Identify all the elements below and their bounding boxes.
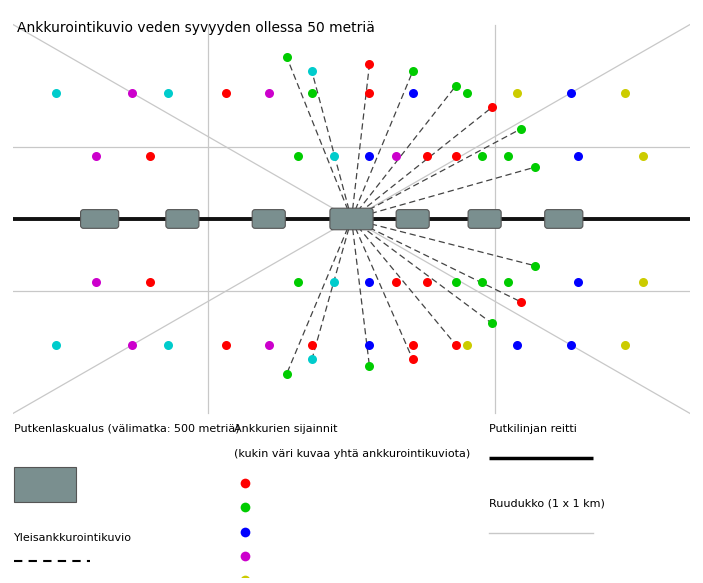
FancyBboxPatch shape xyxy=(166,210,199,229)
Text: Putkilinjan reitti: Putkilinjan reitti xyxy=(489,424,577,434)
Text: Yleisankkurointikuvio: Yleisankkurointikuvio xyxy=(14,533,132,543)
FancyBboxPatch shape xyxy=(545,210,583,229)
FancyBboxPatch shape xyxy=(252,210,285,229)
Text: Ankkurointikuvio veden syvyyden ollessa 50 metriä: Ankkurointikuvio veden syvyyden ollessa … xyxy=(17,21,375,35)
FancyBboxPatch shape xyxy=(330,208,373,230)
Text: Putkenlaskualus (välimatka: 500 metriä): Putkenlaskualus (välimatka: 500 metriä) xyxy=(14,424,240,434)
FancyBboxPatch shape xyxy=(14,468,76,502)
Text: (kukin väri kuvaa yhtä ankkurointikuviota): (kukin väri kuvaa yhtä ankkurointikuviot… xyxy=(234,449,470,459)
Text: Ankkurien sijainnit: Ankkurien sijainnit xyxy=(234,424,338,434)
FancyBboxPatch shape xyxy=(81,210,119,229)
FancyBboxPatch shape xyxy=(396,210,430,229)
FancyBboxPatch shape xyxy=(468,210,501,229)
Text: Ruudukko (1 x 1 km): Ruudukko (1 x 1 km) xyxy=(489,499,605,509)
